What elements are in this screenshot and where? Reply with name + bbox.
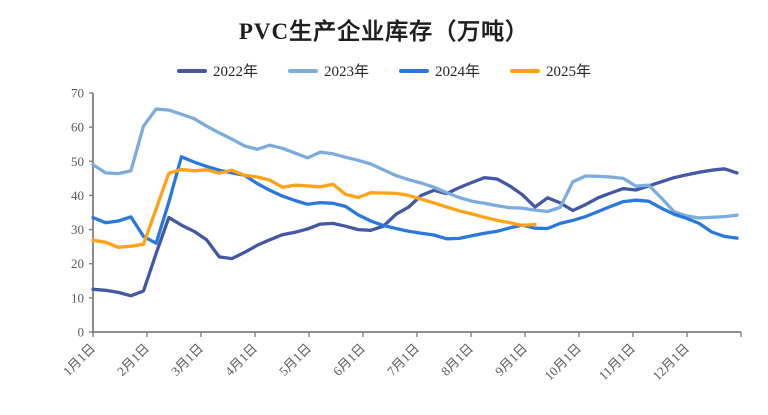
series-line-2024 bbox=[91, 155, 739, 245]
x-tick-label: 2月1日 bbox=[114, 341, 152, 379]
legend-item-2024: 2024年 bbox=[399, 60, 480, 81]
y-tick-label: 70 bbox=[71, 86, 84, 101]
legend-label-3: 2024年 bbox=[435, 64, 481, 80]
x-tick-label: 11月1日 bbox=[596, 341, 638, 383]
series-line-2025 bbox=[91, 167, 537, 249]
x-tick-label: 6月1日 bbox=[330, 341, 368, 379]
legend-swatch-3 bbox=[399, 68, 429, 73]
chart-legend: 2022年 2023年 2024年 2025年 bbox=[0, 60, 768, 81]
legend-swatch-2 bbox=[287, 68, 318, 73]
series-line-2022 bbox=[91, 167, 739, 298]
y-tick-label: 0 bbox=[78, 325, 85, 340]
y-tick-label: 60 bbox=[71, 120, 84, 135]
legend-item-2022: 2022年 bbox=[176, 60, 258, 81]
legend-label-1: 2022年 bbox=[212, 64, 258, 80]
y-tick-label: 20 bbox=[71, 256, 84, 271]
x-tick-label: 9月1日 bbox=[492, 341, 530, 379]
x-tick-label: 5月1日 bbox=[276, 341, 314, 379]
legend-label-4: 2025年 bbox=[546, 64, 592, 80]
x-tick-label: 7月1日 bbox=[384, 341, 422, 379]
chart-title: PVC生产企业库存（万吨） bbox=[238, 19, 530, 44]
x-tick-label: 12月1日 bbox=[649, 341, 692, 384]
x-tick-label: 10月1日 bbox=[541, 341, 584, 384]
y-tick-label: 10 bbox=[71, 290, 84, 305]
legend-swatch-1 bbox=[176, 68, 207, 73]
legend-item-2025: 2025年 bbox=[510, 60, 591, 81]
x-tick-label: 1月1日 bbox=[60, 341, 98, 379]
x-tick-label: 4月1日 bbox=[222, 341, 260, 379]
x-tick-label: 8月1日 bbox=[438, 341, 476, 379]
axis-lines bbox=[92, 93, 741, 333]
y-tick-label: 40 bbox=[71, 188, 84, 203]
y-tick-label: 50 bbox=[71, 154, 84, 169]
series-line-2023 bbox=[91, 107, 739, 220]
x-tick-label: 3月1日 bbox=[168, 341, 206, 379]
legend-item-2023: 2023年 bbox=[287, 60, 369, 81]
legend-swatch-4 bbox=[510, 68, 541, 73]
legend-label-2: 2023年 bbox=[323, 64, 369, 80]
y-tick-label: 30 bbox=[71, 222, 84, 237]
